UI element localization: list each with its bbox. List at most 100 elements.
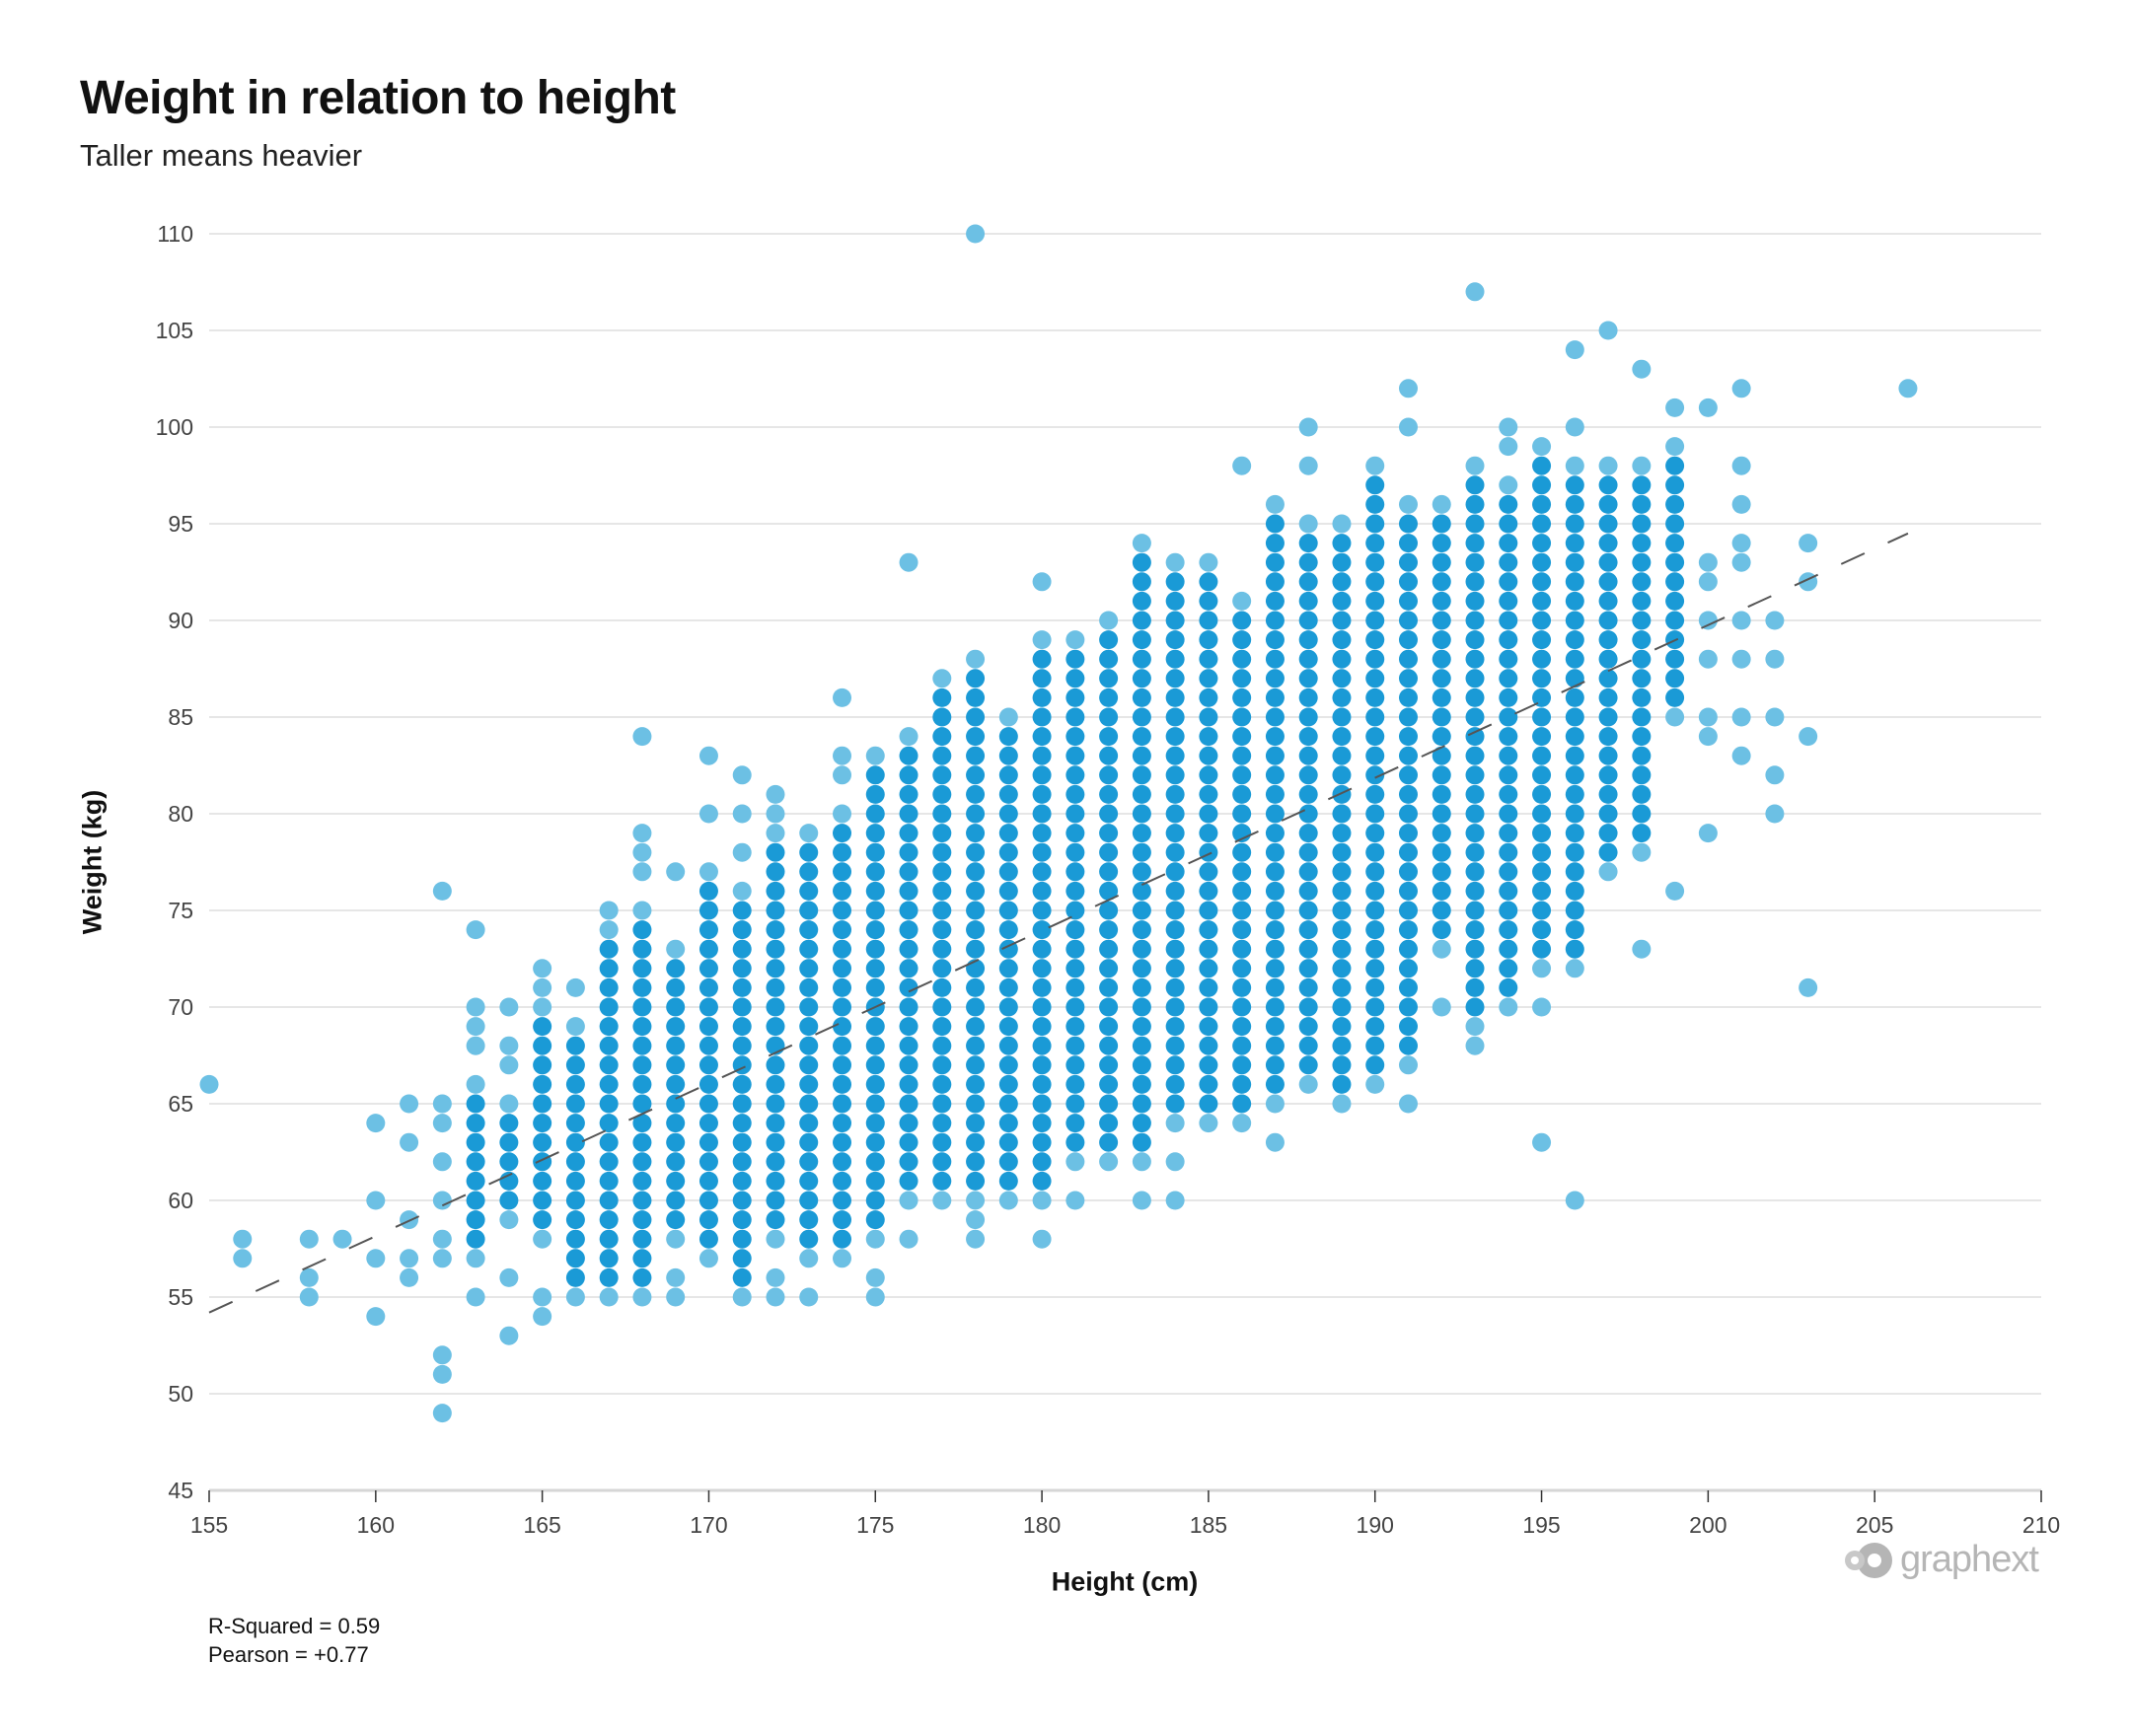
data-point — [1665, 398, 1685, 417]
data-point — [1199, 920, 1218, 940]
data-point — [1632, 611, 1652, 630]
data-point — [1698, 824, 1718, 843]
data-point — [1432, 842, 1451, 862]
data-point — [766, 977, 785, 997]
data-point — [1332, 1074, 1352, 1094]
data-point — [299, 1229, 319, 1249]
data-point — [966, 727, 986, 747]
data-point — [966, 669, 986, 688]
data-point — [1398, 417, 1418, 437]
data-point — [1499, 534, 1518, 553]
data-point — [833, 901, 852, 920]
data-point — [1465, 959, 1485, 978]
data-point — [1066, 707, 1085, 727]
data-point — [1398, 901, 1418, 920]
data-point — [1132, 669, 1151, 688]
data-point — [1632, 707, 1652, 727]
data-point — [998, 784, 1018, 804]
data-point — [565, 1171, 585, 1191]
data-point — [732, 1132, 752, 1152]
y-tick-label: 95 — [168, 511, 193, 537]
data-point — [332, 1229, 352, 1249]
data-point — [833, 881, 852, 901]
data-point — [432, 1364, 452, 1384]
data-point — [1332, 630, 1352, 650]
data-point — [1298, 977, 1318, 997]
data-point — [1499, 552, 1518, 572]
data-point — [1665, 534, 1685, 553]
data-point — [1532, 765, 1552, 785]
data-point — [1099, 687, 1119, 707]
data-point — [766, 824, 785, 843]
data-point — [1365, 514, 1385, 534]
data-point — [966, 824, 986, 843]
data-point — [799, 1210, 819, 1230]
data-points — [199, 224, 1918, 1423]
data-point — [1265, 977, 1285, 997]
data-point — [1465, 727, 1485, 747]
data-point — [1398, 977, 1418, 997]
data-point — [1165, 1017, 1185, 1037]
data-point — [932, 1114, 952, 1133]
data-point — [1265, 997, 1285, 1017]
data-point — [1898, 379, 1918, 398]
data-point — [1332, 784, 1352, 804]
data-point — [1199, 1114, 1218, 1133]
data-point — [1365, 727, 1385, 747]
data-point — [533, 977, 552, 997]
data-point — [1532, 727, 1552, 747]
data-point — [1365, 784, 1385, 804]
data-point — [732, 1191, 752, 1210]
data-point — [1232, 707, 1252, 727]
y-tick-label: 85 — [168, 704, 193, 730]
data-point — [1332, 687, 1352, 707]
data-point — [1298, 1055, 1318, 1075]
data-point — [1665, 707, 1685, 727]
data-point — [899, 1132, 919, 1152]
data-point — [666, 1132, 686, 1152]
data-point — [1199, 1036, 1218, 1055]
r-squared: R-Squared = 0.59 — [208, 1614, 381, 1638]
data-point — [1066, 784, 1085, 804]
data-point — [932, 784, 952, 804]
data-point — [1232, 997, 1252, 1017]
data-point — [799, 842, 819, 862]
data-point — [1066, 881, 1085, 901]
data-point — [1432, 552, 1451, 572]
data-point — [932, 959, 952, 978]
data-point — [732, 920, 752, 940]
data-point — [1532, 997, 1552, 1017]
data-point — [1332, 514, 1352, 534]
data-point — [1132, 746, 1151, 765]
data-point — [1132, 1114, 1151, 1133]
data-point — [833, 1152, 852, 1172]
data-point — [1532, 534, 1552, 553]
trendline — [208, 532, 1909, 1314]
data-point — [966, 1171, 986, 1191]
data-point — [1032, 1191, 1052, 1210]
data-point — [1298, 591, 1318, 611]
data-point — [565, 1017, 585, 1037]
data-point — [499, 1152, 519, 1172]
data-point — [1565, 340, 1584, 360]
data-point — [799, 1036, 819, 1055]
data-point — [1165, 1055, 1185, 1075]
data-point — [1365, 591, 1385, 611]
data-point — [966, 1114, 986, 1133]
data-point — [766, 1094, 785, 1114]
data-point — [1032, 842, 1052, 862]
data-point — [1432, 784, 1451, 804]
data-point — [599, 1171, 619, 1191]
data-point — [833, 939, 852, 959]
data-point — [1032, 1055, 1052, 1075]
data-point — [899, 1074, 919, 1094]
data-point — [799, 1132, 819, 1152]
data-point — [732, 959, 752, 978]
data-point — [1066, 1132, 1085, 1152]
data-point — [1199, 784, 1218, 804]
y-axis-label: Weight (kg) — [77, 789, 108, 935]
data-point — [966, 977, 986, 997]
data-point — [666, 959, 686, 978]
data-point — [1298, 630, 1318, 650]
data-point — [698, 977, 718, 997]
